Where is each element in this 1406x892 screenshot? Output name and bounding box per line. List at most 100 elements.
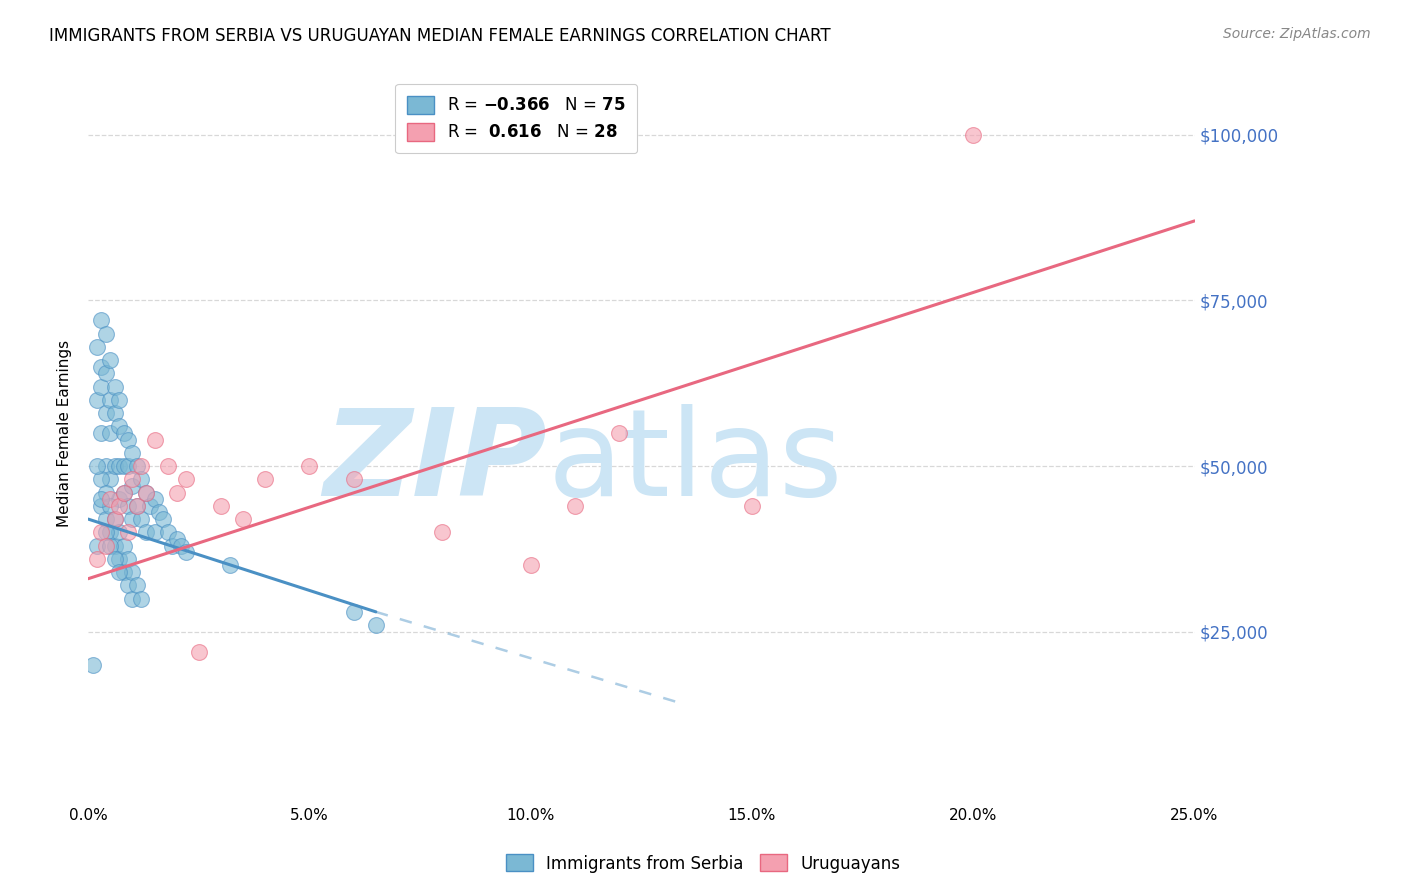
Point [218,558,240,573]
Point [112,425,135,440]
Point [117,499,139,513]
Point [143,433,166,447]
Point [108,551,131,566]
Point [519,558,541,573]
Point [86,459,108,474]
Point [117,551,139,566]
Point [125,499,148,513]
Point [129,459,152,474]
Point [152,512,174,526]
Point [112,539,135,553]
Point [98,539,121,553]
Point [209,499,232,513]
Text: Source: ZipAtlas.com: Source: ZipAtlas.com [1223,27,1371,41]
Point [166,485,188,500]
Point [94,406,117,420]
Point [112,459,135,474]
Point [82,657,104,672]
Point [187,644,209,658]
Point [90,492,112,507]
Point [162,539,184,553]
Point [143,492,166,507]
Text: atlas: atlas [547,403,844,521]
Point [112,565,135,579]
Point [432,525,454,540]
Point [98,472,121,486]
Point [121,479,143,493]
Point [564,499,586,513]
Point [254,472,277,486]
Point [112,485,135,500]
Point [86,392,108,407]
Point [94,459,117,474]
Point [90,525,112,540]
Point [86,539,108,553]
Point [108,392,131,407]
Text: IMMIGRANTS FROM SERBIA VS URUGUAYAN MEDIAN FEMALE EARNINGS CORRELATION CHART: IMMIGRANTS FROM SERBIA VS URUGUAYAN MEDI… [49,27,831,45]
Point [364,618,387,632]
Point [104,459,127,474]
Point [90,359,112,374]
Point [117,525,139,540]
Point [121,565,143,579]
Point [98,492,121,507]
Point [90,313,112,327]
Point [108,565,131,579]
Point [232,512,254,526]
Point [343,605,366,619]
Point [104,512,127,526]
Point [90,472,112,486]
Point [104,379,127,393]
Point [98,353,121,368]
Point [962,128,984,142]
Point [298,459,321,474]
Point [156,525,179,540]
Point [343,472,366,486]
Point [143,525,166,540]
Point [98,499,121,513]
Point [108,419,131,434]
Point [108,492,131,507]
Point [94,485,117,500]
Point [104,512,127,526]
Point [121,591,143,606]
Point [121,472,143,486]
Point [104,406,127,420]
Point [108,459,131,474]
Point [117,433,139,447]
Point [129,512,152,526]
Point [90,379,112,393]
Point [94,539,117,553]
Legend: R = $\mathbf{-0.366}$   N = $\mathbf{75}$, R =  $\mathbf{0.616}$   N = $\mathbf{: R = $\mathbf{-0.366}$ N = $\mathbf{75}$,… [395,84,637,153]
Point [125,499,148,513]
Point [86,551,108,566]
Point [94,512,117,526]
Text: ZIP: ZIP [323,403,547,521]
Point [741,499,763,513]
Point [125,578,148,592]
Point [156,459,179,474]
Point [166,532,188,546]
Point [129,591,152,606]
Point [98,392,121,407]
Point [94,525,117,540]
Point [607,425,630,440]
Point [112,485,135,500]
Point [108,499,131,513]
Point [121,512,143,526]
Point [135,485,157,500]
Point [98,525,121,540]
Point [148,506,170,520]
Point [117,578,139,592]
Point [170,539,193,553]
Point [104,539,127,553]
Point [121,446,143,460]
Legend: Immigrants from Serbia, Uruguayans: Immigrants from Serbia, Uruguayans [499,847,907,880]
Point [86,340,108,354]
Point [90,499,112,513]
Point [104,551,127,566]
Point [98,425,121,440]
Point [94,326,117,341]
Point [174,472,197,486]
Point [135,525,157,540]
